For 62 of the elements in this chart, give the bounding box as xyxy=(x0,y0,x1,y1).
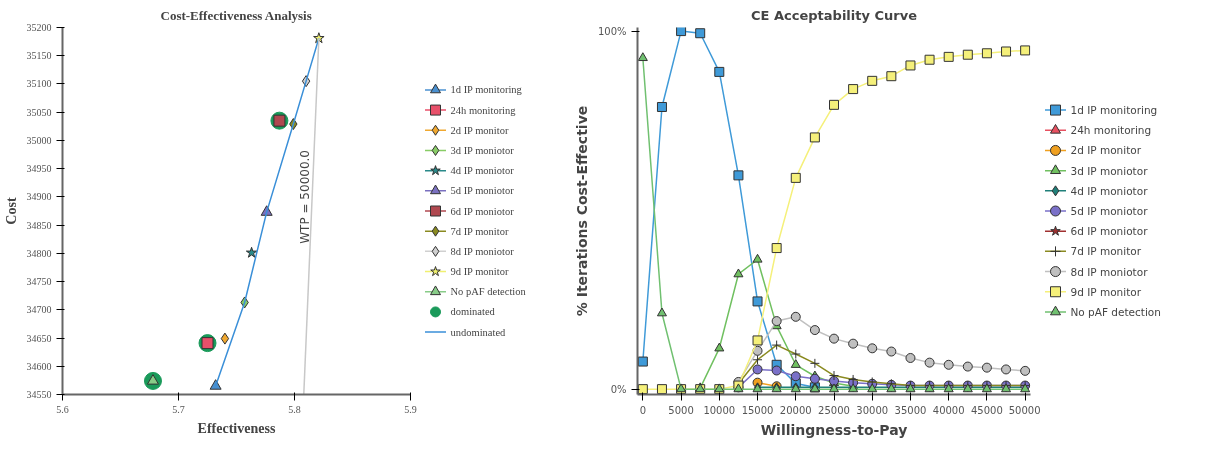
legend-label: 5d IP moniotor xyxy=(1070,205,1149,217)
x-tick-label: 35000 xyxy=(894,404,927,416)
x-tick-label: 15000 xyxy=(741,404,774,416)
x-tick-label: 50000 xyxy=(1008,404,1041,416)
x-tick-label: 5.7 xyxy=(172,403,185,415)
legend-label: undominated xyxy=(450,326,507,338)
legend-label: 7d IP monitor xyxy=(1070,245,1142,258)
y-tick-label: 35000 xyxy=(26,134,52,146)
x-tick-label: 45000 xyxy=(971,404,1003,416)
y-tick-label: 34950 xyxy=(26,163,52,175)
legend-label: dominated xyxy=(450,306,496,318)
y-tick-label: 0% xyxy=(610,383,627,395)
legend-label: 1d IP monitoring xyxy=(1070,104,1158,117)
x-tick-label: 0 xyxy=(639,404,647,416)
legend-label: 9d IP monitor xyxy=(1070,285,1142,298)
y-tick-label: 34900 xyxy=(26,191,52,203)
legend-label: 4d IP moniotor xyxy=(1070,184,1149,197)
y-tick-label: 100% xyxy=(597,25,627,37)
x-tick-label: 40000 xyxy=(932,404,965,416)
y-tick-label: 35050 xyxy=(26,106,52,118)
y-tick-label: 35150 xyxy=(26,50,52,62)
legend-label: 3d IP moniotor xyxy=(450,144,515,156)
chart-title: Cost-Effectiveness Analysis xyxy=(160,7,312,23)
y-axis-title: % Iterations Cost-Effective xyxy=(573,105,590,317)
y-tick-label: 34650 xyxy=(26,332,52,344)
legend-label: 2d IP monitor xyxy=(450,124,509,136)
legend-label: 7d IP monitor xyxy=(450,225,509,237)
legend-label: 6d IP moniotor xyxy=(1070,225,1149,238)
legend-label: 5d IP moniotor xyxy=(450,185,515,197)
legend-label: 8d IP moniotor xyxy=(450,245,515,257)
x-tick-label: 5000 xyxy=(668,404,694,416)
legend-label: 1d IP monitoring xyxy=(450,84,523,96)
y-tick-label: 34550 xyxy=(26,389,52,400)
legend-label: No pAF detection xyxy=(450,286,527,298)
y-tick-label: 34600 xyxy=(26,360,52,372)
x-tick-label: 5.6 xyxy=(56,403,69,415)
legend-label: 9d IP monitor xyxy=(450,266,509,278)
y-tick-label: 34850 xyxy=(26,219,52,231)
legend-label: 24h monitoring xyxy=(450,104,517,116)
y-tick-label: 34700 xyxy=(26,304,52,316)
legend-label: 6d IP moniotor xyxy=(450,205,515,217)
x-tick-label: 5.8 xyxy=(288,403,301,415)
y-tick-label: 35100 xyxy=(26,78,52,90)
x-tick-label: 5.9 xyxy=(404,403,417,415)
x-tick-label: 10000 xyxy=(703,404,736,416)
x-tick-label: 20000 xyxy=(779,404,812,416)
chart-title: CE Acceptability Curve xyxy=(751,7,918,23)
y-tick-label: 34750 xyxy=(26,276,52,288)
y-tick-label: 34800 xyxy=(26,247,52,259)
y-axis-title: Cost xyxy=(3,197,19,225)
y-tick-label: 35200 xyxy=(26,22,52,33)
x-tick-label: 25000 xyxy=(818,404,850,416)
x-axis-title: Willingness-to-Pay xyxy=(760,421,908,438)
legend-label: 3d IP moniotor xyxy=(1070,164,1149,177)
x-axis-title: Effectiveness xyxy=(197,420,276,436)
legend-label: 24h monitoring xyxy=(1070,124,1152,137)
legend-label: No pAF detection xyxy=(1070,305,1161,318)
x-tick-label: 30000 xyxy=(856,404,889,416)
legend-label: 2d IP monitor xyxy=(1070,144,1142,157)
legend-label: 4d IP moniotor xyxy=(450,165,515,177)
legend-label: 8d IP moniotor xyxy=(1070,265,1149,278)
annotation: WTP = 50000.0 xyxy=(297,150,312,244)
